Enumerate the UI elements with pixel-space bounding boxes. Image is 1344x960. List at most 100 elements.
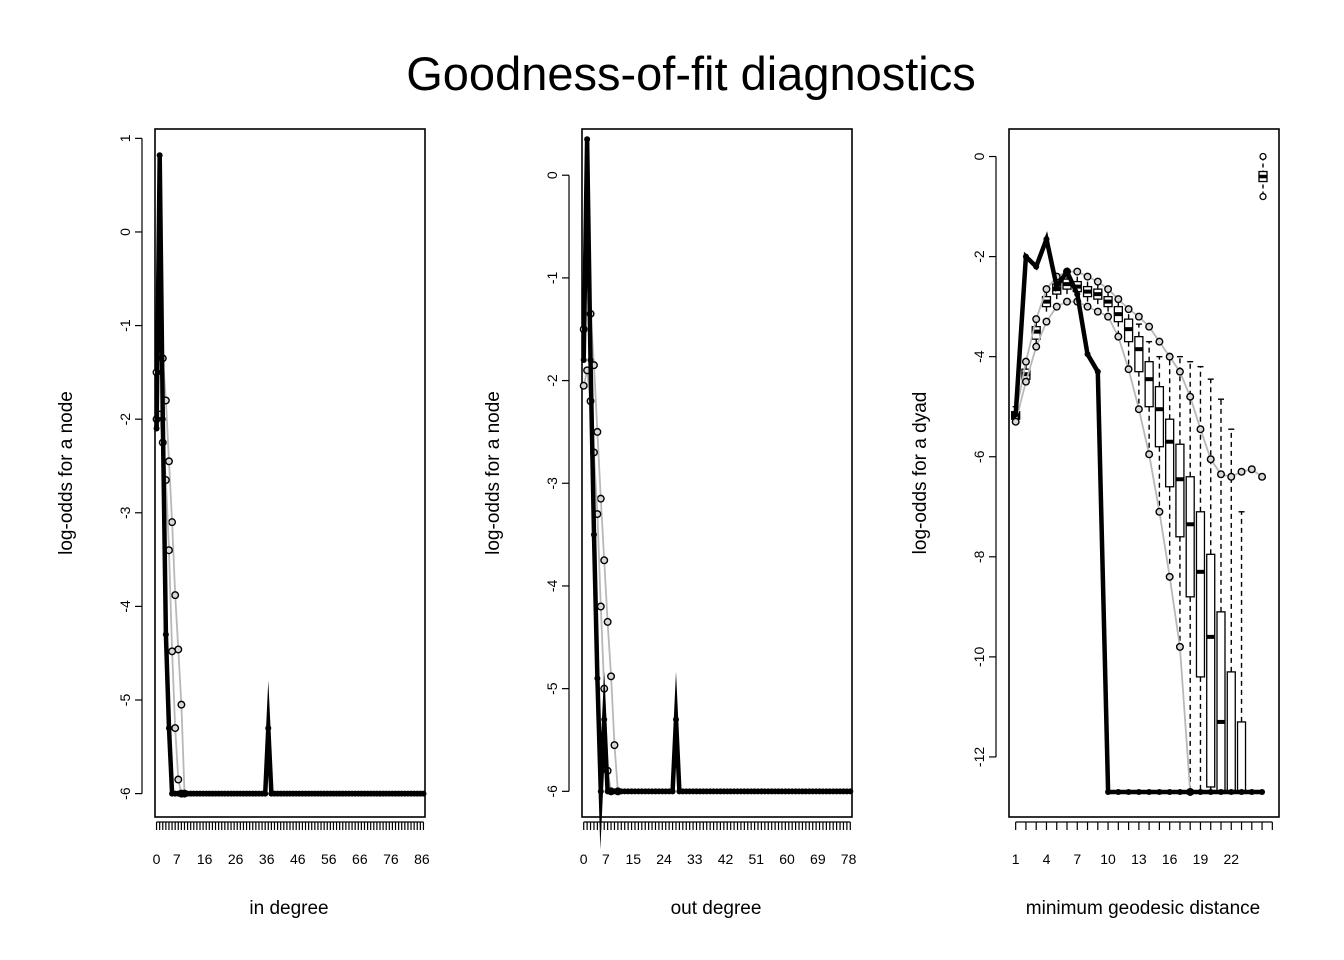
observed-point: [1053, 283, 1060, 290]
box: [1165, 418, 1175, 488]
observed-point: [1197, 788, 1204, 795]
observed-line: [154, 155, 424, 796]
simulated-upper-point: [1186, 392, 1195, 401]
observed-point: [669, 788, 676, 795]
observed-point: [672, 716, 679, 723]
observed-point: [1115, 788, 1122, 795]
simulated-upper-point: [1247, 465, 1256, 474]
simulated-lower-point: [1032, 342, 1041, 351]
y-tick-label: -6: [117, 787, 133, 800]
plot-frame: [154, 128, 426, 818]
observed-point: [265, 725, 272, 732]
x-tick-label: 78: [841, 851, 857, 867]
simulated-lower-point: [1124, 365, 1133, 374]
y-tick-label: 1: [117, 134, 133, 142]
observed-point: [1217, 788, 1224, 795]
observed-point: [420, 790, 427, 797]
simulated-upper-point: [1227, 472, 1236, 481]
box: [1144, 361, 1154, 408]
simulated-lower-point: [1155, 507, 1164, 516]
observed-point: [1125, 788, 1132, 795]
simulated-lower-point: [1145, 450, 1154, 459]
observed-point: [165, 725, 172, 732]
x-tick-label: 36: [259, 851, 275, 867]
simulated-upper-point: [1042, 285, 1051, 294]
x-tick-label: 1: [1012, 851, 1020, 867]
box: [1236, 721, 1247, 793]
y-tick-label: -6: [544, 785, 560, 798]
x-tick-label: 0: [153, 851, 161, 867]
observed-line: [581, 139, 851, 850]
simulated-upper-point: [610, 741, 619, 750]
simulated-upper-point: [1114, 295, 1123, 304]
observed-point: [597, 788, 604, 795]
observed-point: [1248, 788, 1255, 795]
simulated-upper-point: [164, 457, 173, 466]
observed-point: [587, 357, 594, 364]
simulated-upper-point: [1083, 272, 1092, 281]
observed-point: [1094, 368, 1101, 375]
y-tick-label: -4: [117, 600, 133, 613]
y-tick-label: -3: [544, 477, 560, 490]
observed-point: [1033, 263, 1040, 270]
x-tick-label: 76: [383, 851, 399, 867]
simulated-upper-point: [603, 617, 612, 626]
simulated-upper-point: [171, 591, 180, 600]
x-tick-label: 60: [779, 851, 795, 867]
x-tick-label: 16: [197, 851, 213, 867]
x-tick-label: 46: [290, 851, 306, 867]
y-tick-label: -2: [117, 413, 133, 426]
x-tick-label: 19: [1193, 851, 1209, 867]
simulated-upper-point: [1032, 315, 1041, 324]
box: [1195, 511, 1206, 678]
simulated-upper-point: [1134, 312, 1143, 321]
y-tick-label: 0: [117, 228, 133, 236]
panel-geodesic-distance-ylabel: log-odds for a dyad: [910, 392, 931, 555]
observed-point: [584, 136, 591, 143]
y-tick-label: -2: [971, 250, 987, 263]
infinite-box-point: [1259, 192, 1267, 201]
simulated-lower-point: [1083, 302, 1092, 311]
simulated-upper-point: [1165, 352, 1174, 361]
x-tick-label: 86: [414, 851, 430, 867]
x-tick-label: 13: [1131, 851, 1147, 867]
x-tick-label: 26: [228, 851, 244, 867]
simulated-upper-point: [1206, 455, 1215, 464]
y-tick-label: -4: [544, 580, 560, 593]
x-tick-label: 56: [321, 851, 337, 867]
simulated-lower-point: [1063, 297, 1072, 306]
panel-out-degree: out degree log-odds for a node 0 -1 -2 -3 -4…: [483, 128, 857, 919]
box: [1134, 336, 1144, 373]
observed-point: [156, 152, 163, 159]
panel-in-degree-ylabel: log-odds for a node: [56, 391, 77, 555]
observed-point: [1238, 788, 1245, 795]
simulated-lower-point: [1093, 307, 1102, 316]
x-tick-label: 69: [810, 851, 826, 867]
simulated-upper-point: [596, 494, 605, 503]
simulated-upper-point: [1124, 305, 1133, 314]
observed-point: [1074, 291, 1081, 298]
simulated-upper-point: [1073, 267, 1082, 276]
observed-point: [1012, 411, 1019, 418]
observed-point: [1064, 268, 1071, 275]
x-tick-label: 33: [687, 851, 703, 867]
observed-point: [1135, 788, 1142, 795]
y-tick-label: -5: [544, 682, 560, 695]
y-tick-label: -8: [971, 550, 987, 563]
simulated-lower-point: [1114, 332, 1123, 341]
box: [1154, 386, 1165, 448]
simulated-lower-point: [1104, 312, 1113, 321]
observed-point: [1228, 788, 1235, 795]
x-tick-label: 66: [352, 851, 368, 867]
observed-point: [847, 788, 854, 795]
observed-point: [159, 416, 166, 423]
observed-point: [590, 531, 597, 538]
y-tick-label: -1: [117, 319, 133, 332]
box: [1206, 553, 1216, 788]
x-tick-label: 0: [580, 851, 588, 867]
infinite-box-point: [1259, 152, 1267, 161]
observed-point: [1187, 788, 1194, 795]
observed-point: [594, 675, 601, 682]
simulated-upper-point: [1216, 470, 1225, 479]
